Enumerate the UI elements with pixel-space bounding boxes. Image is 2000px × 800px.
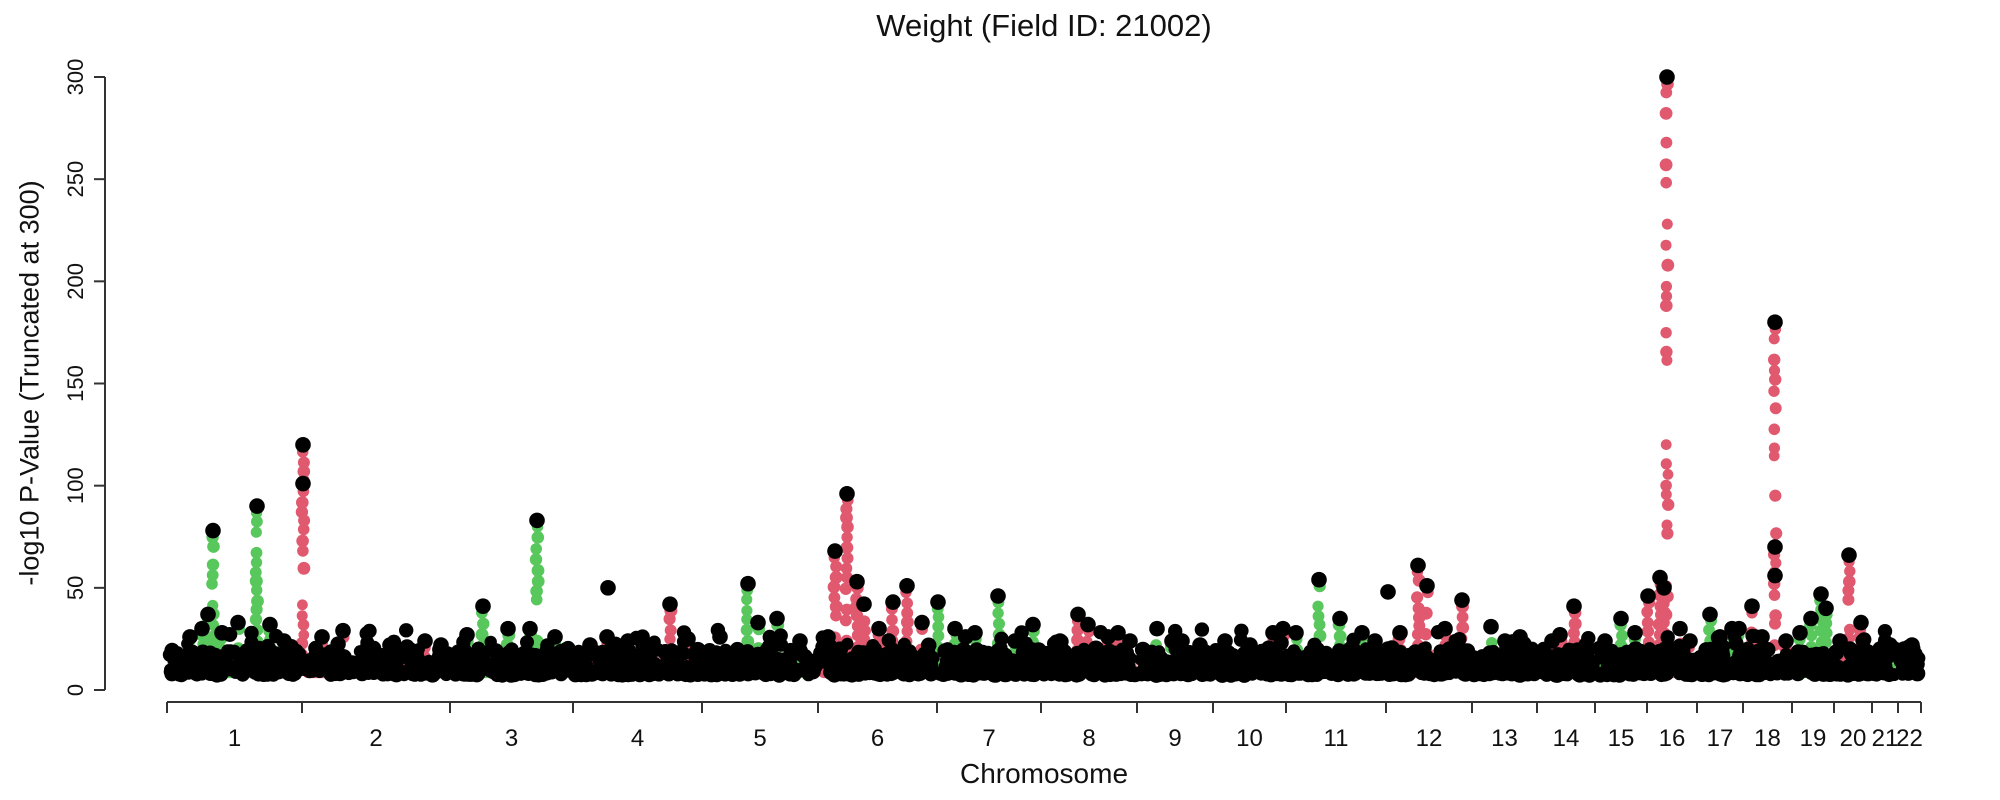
y-tick-label: 250 bbox=[63, 161, 88, 198]
x-tick-label: 19 bbox=[1800, 725, 1827, 752]
x-tick-label: 3 bbox=[505, 725, 518, 752]
y-tick-label: 200 bbox=[63, 263, 88, 300]
x-tick-label: 5 bbox=[753, 725, 766, 752]
x-tick-label: 8 bbox=[1082, 725, 1095, 752]
y-tick-label: 300 bbox=[63, 59, 88, 96]
x-tick-label: 20 bbox=[1840, 725, 1867, 752]
x-tick-label: 6 bbox=[871, 725, 884, 752]
baseline-points bbox=[162, 622, 1926, 683]
y-tick-label: 150 bbox=[63, 365, 88, 402]
x-tick-label: 7 bbox=[982, 725, 995, 752]
x-tick-label: 1 bbox=[228, 725, 241, 752]
significant-points bbox=[182, 69, 1920, 657]
x-tick-label: 10 bbox=[1236, 725, 1263, 752]
y-tick-label: 50 bbox=[63, 576, 88, 600]
x-tick-label: 13 bbox=[1491, 725, 1518, 752]
y-axis: 0 50 100 150 200 250 300 bbox=[63, 59, 106, 696]
chart-title: Weight (Field ID: 21002) bbox=[876, 8, 1212, 43]
x-tick-label: 21 bbox=[1872, 725, 1899, 752]
x-tick-label: 22 bbox=[1896, 725, 1923, 752]
x-tick-label: 17 bbox=[1707, 725, 1734, 752]
x-tick-label: 4 bbox=[631, 725, 644, 752]
x-tick-label: 18 bbox=[1754, 725, 1781, 752]
x-tick-label: 14 bbox=[1553, 725, 1580, 752]
x-tick-label: 15 bbox=[1608, 725, 1635, 752]
y-tick-label: 100 bbox=[63, 467, 88, 504]
x-axis-label: Chromosome bbox=[959, 758, 1129, 789]
x-tick-label: 12 bbox=[1416, 725, 1443, 752]
y-tick-label: 0 bbox=[63, 684, 88, 696]
x-tick-label: 11 bbox=[1324, 725, 1349, 752]
x-tick-label: 2 bbox=[369, 725, 382, 752]
x-tick-label: 9 bbox=[1168, 725, 1181, 752]
x-tick-label: 16 bbox=[1659, 725, 1686, 752]
